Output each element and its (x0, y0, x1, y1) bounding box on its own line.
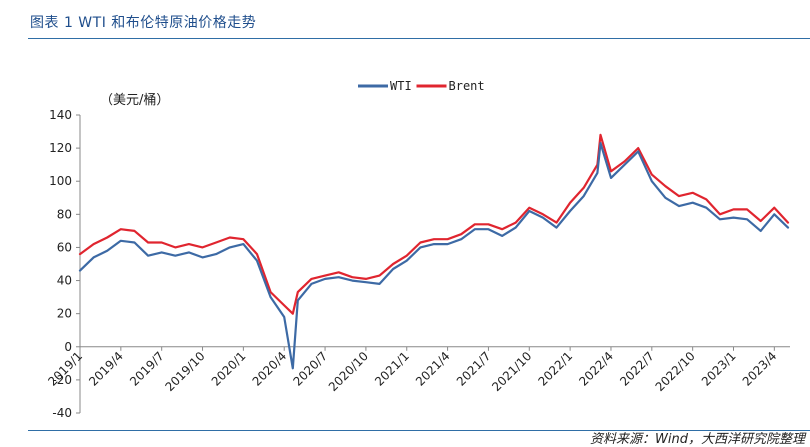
x-tick-label: 2019/4 (86, 349, 126, 389)
title-rule (28, 38, 810, 39)
legend: WTI Brent (358, 79, 485, 93)
y-tick-label: 60 (57, 240, 72, 254)
x-tick-label: 2020/4 (250, 349, 290, 389)
bottom-rule (28, 430, 810, 431)
series-line-brent (78, 133, 790, 315)
x-tick-label: 2021/7 (454, 349, 494, 389)
source-note: 资料来源：Wind，大西洋研究院整理 (590, 432, 805, 447)
x-tick-label: 2019/10 (162, 349, 207, 394)
y-tick-label: -40 (52, 406, 72, 420)
x-tick-label: 2022/10 (653, 349, 698, 394)
x-tick-label: 2020/1 (209, 349, 249, 389)
x-tick-label: 2021/4 (413, 349, 453, 389)
y-tick-label: 40 (57, 274, 72, 288)
y-tick-label: 100 (49, 174, 72, 188)
series-layer (78, 133, 790, 370)
x-tick-label: 2023/4 (740, 349, 780, 389)
y-tick-label: 20 (57, 307, 72, 321)
y-tick-label: 0 (64, 340, 72, 354)
y-axis-unit: （美元/桶） (100, 93, 169, 108)
y-tick-label: 120 (49, 141, 72, 155)
y-tick-label: -20 (52, 373, 72, 387)
figure-title: 图表 1 WTI 和布伦特原油价格走势 (30, 15, 257, 31)
y-axis: -40 -20 0 20 40 60 80 100 120 140 (49, 108, 81, 420)
x-tick-label: 2022/7 (617, 349, 657, 389)
x-tick-label: 2023/1 (699, 349, 739, 389)
x-tick-label: 2020/10 (326, 349, 371, 394)
x-tick-label: 2021/1 (372, 349, 412, 389)
x-tick-label: 2022/1 (535, 349, 575, 389)
legend-label-brent: Brent (449, 79, 485, 93)
x-tick-label: 2021/10 (489, 349, 534, 394)
x-tick-label: 2019/7 (127, 349, 167, 389)
y-tick-label: 140 (49, 108, 72, 122)
series-line-wti (78, 142, 790, 370)
y-tick-label: 80 (57, 207, 72, 221)
x-tick-label: 2020/7 (290, 349, 330, 389)
x-tick-label: 2022/4 (576, 349, 616, 389)
legend-label-wti: WTI (390, 79, 412, 93)
